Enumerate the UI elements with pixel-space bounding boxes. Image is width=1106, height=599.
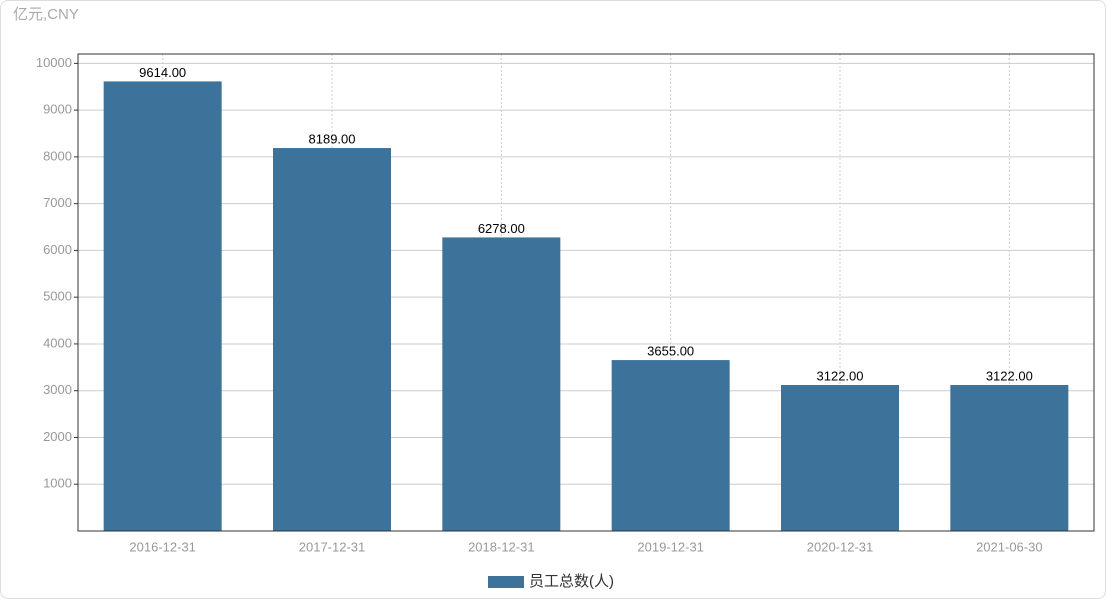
legend-swatch	[488, 576, 524, 588]
x-tick-label: 2021-06-30	[976, 539, 1043, 554]
bar	[950, 385, 1069, 531]
x-tick-label: 2018-12-31	[468, 539, 535, 554]
y-tick-label: 10000	[36, 55, 72, 70]
y-tick-label: 4000	[43, 335, 72, 350]
y-tick-label: 5000	[43, 289, 72, 304]
value-label: 3122.00	[817, 368, 864, 383]
x-tick-label: 2019-12-31	[637, 539, 704, 554]
y-tick-label: 9000	[43, 102, 72, 117]
bar	[103, 81, 222, 532]
y-tick-label: 8000	[43, 148, 72, 163]
x-tick-label: 2016-12-31	[129, 539, 196, 554]
bar	[442, 237, 561, 531]
y-tick-label: 6000	[43, 242, 72, 257]
bar	[611, 360, 730, 531]
bar	[273, 148, 391, 531]
y-tick-label: 7000	[43, 195, 72, 210]
unit-label: 亿元,CNY	[13, 6, 79, 23]
value-label: 8189.00	[309, 131, 356, 146]
value-label: 6278.00	[478, 221, 525, 236]
x-tick-label: 2017-12-31	[299, 539, 366, 554]
bar	[781, 385, 899, 531]
y-tick-label: 2000	[43, 429, 72, 444]
y-tick-label: 1000	[43, 476, 72, 491]
legend-label: 员工总数(人)	[529, 573, 614, 590]
y-tick-label: 3000	[43, 382, 72, 397]
value-label: 9614.00	[139, 65, 186, 80]
value-label: 3655.00	[647, 344, 694, 359]
x-tick-label: 2020-12-31	[807, 539, 874, 554]
plot-border	[77, 53, 1095, 532]
value-label: 3122.00	[986, 368, 1033, 383]
